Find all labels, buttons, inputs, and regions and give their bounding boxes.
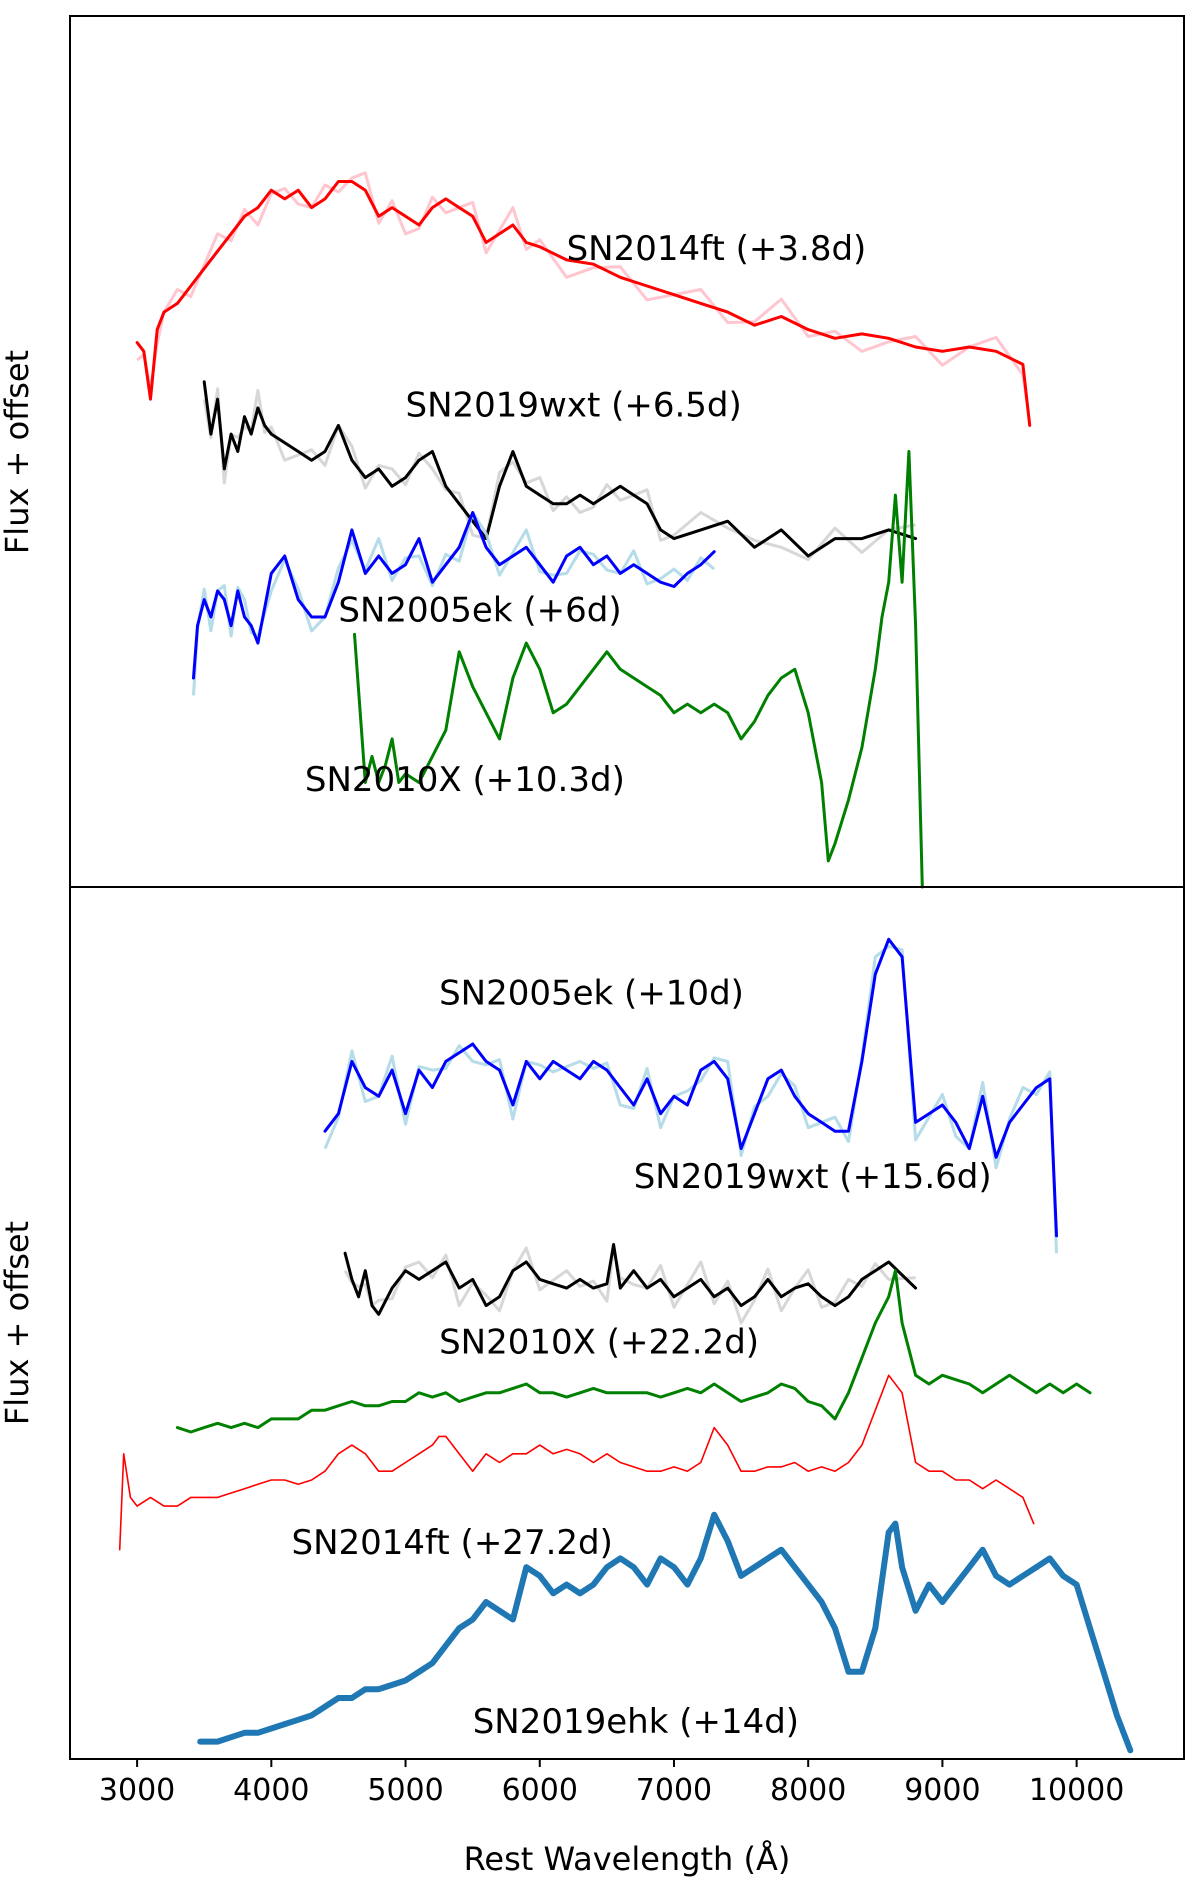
x-tick-label-5000: 5000 xyxy=(367,1773,443,1808)
bottom-label-sn2019wxt-15-6d: SN2019wxt (+15.6d) xyxy=(634,1157,992,1197)
bottom-label-sn2019ehk-14d: SN2019ehk (+14d) xyxy=(473,1702,799,1742)
bottom-series-sn2019wxt-15-6d xyxy=(343,1243,918,1316)
bottom-label-sn2005ek-10d: SN2005ek (+10d) xyxy=(439,974,744,1014)
bottom-series-sn2014ft-27-2d xyxy=(118,1374,1035,1551)
x-tick-label-3000: 3000 xyxy=(99,1773,175,1808)
x-tick-label-6000: 6000 xyxy=(502,1773,578,1808)
bottom-label-sn2010x-22-2d: SN2010X (+22.2d) xyxy=(439,1323,759,1363)
top-series-group xyxy=(135,171,1032,889)
bottom-series-group xyxy=(118,937,1134,1754)
top-annotations-group: SN2014ft (+3.8d) SN2019wxt (+6.5d) SN2005e… xyxy=(305,229,866,800)
x-tick-label-9000: 9000 xyxy=(904,1773,980,1808)
y-axis-label-top: Flux + offset xyxy=(0,350,36,554)
x-tick-label-8000: 8000 xyxy=(770,1773,846,1808)
x-tick-label-10000: 10000 xyxy=(1029,1773,1124,1808)
bottom-series-sn2019wxt-15-6d-raw xyxy=(343,1246,916,1325)
top-series-sn2005ek-6d xyxy=(192,511,716,680)
bottom-series-sn2010x-22-2d xyxy=(175,1269,1092,1434)
top-series-sn2019wxt-6-5d xyxy=(202,380,918,558)
bottom-panel: SN2005ek (+10d) SN2019wxt (+15.6d) SN2010X… xyxy=(69,886,1185,1808)
y-axis-label-bottom: Flux + offset xyxy=(0,1221,36,1425)
top-label-sn2010x-10-3d: SN2010X (+10.3d) xyxy=(305,760,625,800)
top-series-sn2014ft-3-8d-raw xyxy=(136,171,1032,423)
top-panel: SN2014ft (+3.8d) SN2019wxt (+6.5d) SN2005e… xyxy=(69,15,1185,889)
bottom-label-sn2014ft-27-2d: SN2014ft (+27.2d) xyxy=(292,1523,613,1563)
x-axis-label: Rest Wavelength (Å) xyxy=(464,1840,791,1878)
top-label-sn2005ek-6d: SN2005ek (+6d) xyxy=(338,590,621,630)
bottom-annotations-group: SN2005ek (+10d) SN2019wxt (+15.6d) SN2010X… xyxy=(292,974,992,1742)
x-axis-ticks: 3000 4000 5000 6000 7000 8000 9000 10000 xyxy=(99,1759,1124,1808)
top-label-sn2014ft-3-8d: SN2014ft (+3.8d) xyxy=(567,229,867,269)
x-tick-label-4000: 4000 xyxy=(233,1773,309,1808)
top-series-sn2014ft-3-8d xyxy=(135,180,1032,427)
x-tick-label-7000: 7000 xyxy=(636,1773,712,1808)
top-series-sn2010x-10-3d xyxy=(353,450,924,889)
bottom-series-sn2005ek-10d xyxy=(323,937,1058,1238)
top-series-sn2005ek-6d-raw xyxy=(192,511,716,696)
bottom-series-sn2019ehk-14d xyxy=(197,1511,1134,1754)
top-label-sn2019wxt-6-5d: SN2019wxt (+6.5d) xyxy=(406,386,742,426)
bottom-panel-frame xyxy=(69,886,1185,1760)
